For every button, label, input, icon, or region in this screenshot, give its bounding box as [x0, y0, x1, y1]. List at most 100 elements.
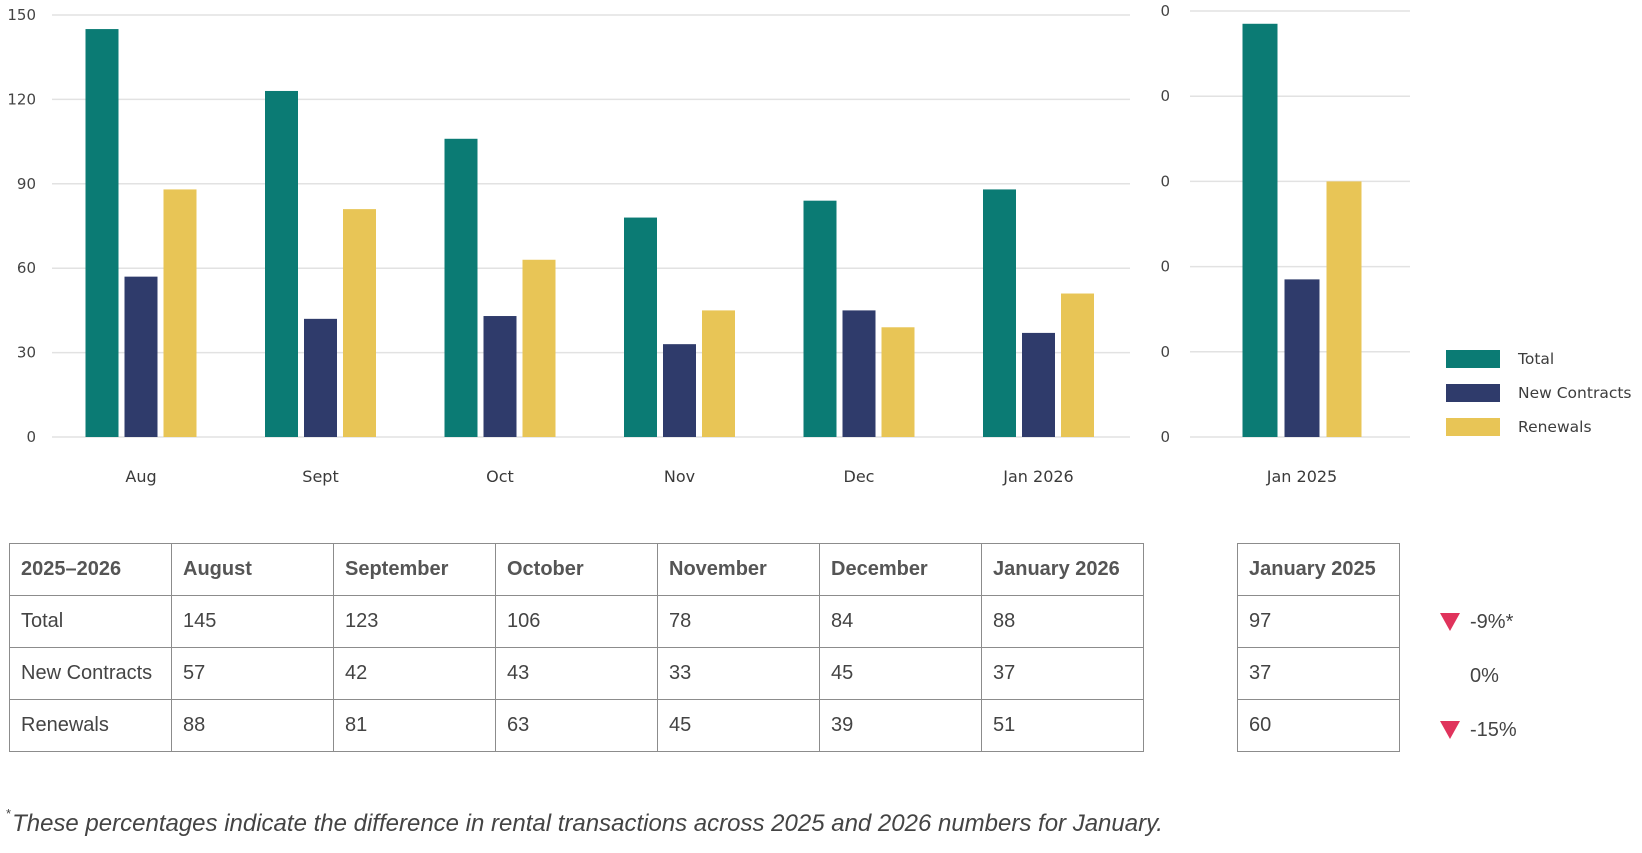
- table-header-cell: August: [171, 543, 334, 596]
- bar-new-contracts: [483, 316, 517, 437]
- table-cell: 84: [819, 595, 982, 648]
- legend-swatch-renewals: [1446, 418, 1500, 436]
- x-category-label: Sept: [302, 467, 338, 486]
- bar-new-contracts: [124, 276, 158, 437]
- table-cell: 45: [819, 647, 982, 700]
- bar-total: [85, 29, 119, 438]
- y-tick-label: 120: [7, 90, 36, 108]
- table-cell: 78: [657, 595, 820, 648]
- table-header-row: 2025–2026 August September October Novem…: [9, 543, 1144, 596]
- y-tick-label: 150: [7, 6, 36, 24]
- chart-legend: Total New Contracts Renewals: [1446, 342, 1632, 444]
- monthly-data-table: 2025–2026 August September October Novem…: [9, 543, 1144, 752]
- table-row: 60: [1237, 699, 1400, 752]
- y-tick-label: 80: [1160, 87, 1170, 105]
- y-tick-label: 100: [1160, 2, 1170, 20]
- x-category-label: Jan 2025: [1266, 467, 1337, 486]
- bar-total: [1242, 23, 1278, 438]
- bar-new-contracts: [842, 310, 876, 437]
- bar-total: [265, 90, 298, 438]
- table-header-cell: January 2026: [981, 543, 1144, 596]
- footnote: *These percentages indicate the differen…: [6, 806, 1163, 838]
- no-change-spacer: [1440, 667, 1460, 685]
- bar-renewals: [163, 189, 197, 437]
- bar-renewals: [522, 259, 556, 437]
- table-cell: 106: [495, 595, 658, 648]
- legend-item-renewals: Renewals: [1446, 410, 1632, 444]
- y-tick-label: 60: [1160, 172, 1170, 190]
- down-triangle-icon: [1440, 721, 1460, 739]
- change-row-renewals: -15%: [1440, 703, 1517, 757]
- legend-item-total: Total: [1446, 342, 1632, 376]
- monthly-bar-chart: 0 30 60 90 120 150 Aug Sept Oct Nov Dec Jan 2026: [7, 6, 1130, 486]
- bar-renewals: [1061, 293, 1094, 437]
- table-cell: Total: [9, 595, 172, 648]
- bar-new-contracts: [663, 344, 696, 437]
- y-tick-label: 20: [1160, 343, 1170, 361]
- table-row: 97: [1237, 595, 1400, 648]
- y-tick-label: 0: [1160, 428, 1170, 446]
- january-2025-table: January 2025 97 37 60: [1237, 543, 1400, 752]
- x-category-label: Aug: [125, 467, 156, 486]
- legend-swatch-new-contracts: [1446, 384, 1500, 402]
- table-header-cell: December: [819, 543, 982, 596]
- x-category-label: Jan 2026: [1002, 467, 1073, 486]
- y-tick-label: 90: [17, 175, 36, 193]
- table-cell: 43: [495, 647, 658, 700]
- table-header-row: January 2025: [1237, 543, 1400, 596]
- bar-total: [444, 138, 478, 437]
- down-triangle-icon: [1440, 613, 1460, 631]
- bar-total: [803, 200, 837, 437]
- table-cell: New Contracts: [9, 647, 172, 700]
- bar-new-contracts: [304, 318, 337, 437]
- bar-total: [983, 189, 1016, 437]
- x-category-label: Nov: [664, 467, 695, 486]
- bar-renewals: [881, 327, 915, 437]
- legend-swatch-total: [1446, 350, 1500, 368]
- table-header-cell: September: [333, 543, 496, 596]
- table-row: Total 145 123 106 78 84 88: [9, 595, 1144, 648]
- table-cell: Renewals: [9, 699, 172, 752]
- bar-total: [624, 217, 657, 437]
- table-cell: 37: [1237, 647, 1400, 700]
- year-over-year-changes: -9%* 0% -15%: [1440, 595, 1517, 757]
- y-tick-label: 30: [17, 344, 36, 362]
- table-header-cell: October: [495, 543, 658, 596]
- y-tick-label: 0: [26, 428, 36, 446]
- legend-label: New Contracts: [1518, 384, 1632, 402]
- january-2025-bar-chart: 0 20 40 60 80 100 Jan 2025: [1160, 2, 1410, 486]
- table-cell: 145: [171, 595, 334, 648]
- table-header-cell: November: [657, 543, 820, 596]
- bar-new-contracts: [1284, 279, 1320, 437]
- table-cell: 57: [171, 647, 334, 700]
- table-row: 37: [1237, 647, 1400, 700]
- change-value: 0%: [1470, 664, 1499, 687]
- bar-renewals: [702, 310, 735, 437]
- x-category-label: Oct: [486, 467, 514, 486]
- legend-label: Renewals: [1518, 418, 1592, 436]
- table-cell: 88: [981, 595, 1144, 648]
- table-cell: 123: [333, 595, 496, 648]
- table-cell: 37: [981, 647, 1144, 700]
- change-row-new-contracts: 0%: [1440, 649, 1517, 703]
- change-row-total: -9%*: [1440, 595, 1517, 649]
- table-cell: 51: [981, 699, 1144, 752]
- table-row: New Contracts 57 42 43 33 45 37: [9, 647, 1144, 700]
- legend-item-new-contracts: New Contracts: [1446, 376, 1632, 410]
- table-cell: 60: [1237, 699, 1400, 752]
- table-cell: 39: [819, 699, 982, 752]
- footnote-marker: *: [6, 806, 12, 821]
- bar-new-contracts: [1022, 332, 1055, 437]
- legend-label: Total: [1518, 350, 1555, 368]
- y-tick-label: 60: [17, 259, 36, 277]
- x-category-label: Dec: [844, 467, 875, 486]
- table-cell: 33: [657, 647, 820, 700]
- table-cell: 97: [1237, 595, 1400, 648]
- footnote-text: These percentages indicate the differenc…: [12, 810, 1163, 837]
- change-value: -15%: [1470, 718, 1517, 741]
- table-cell: 45: [657, 699, 820, 752]
- change-value: -9%*: [1470, 610, 1514, 633]
- bar-renewals: [343, 209, 376, 437]
- table-header-cell: 2025–2026: [9, 543, 172, 596]
- table-cell: 81: [333, 699, 496, 752]
